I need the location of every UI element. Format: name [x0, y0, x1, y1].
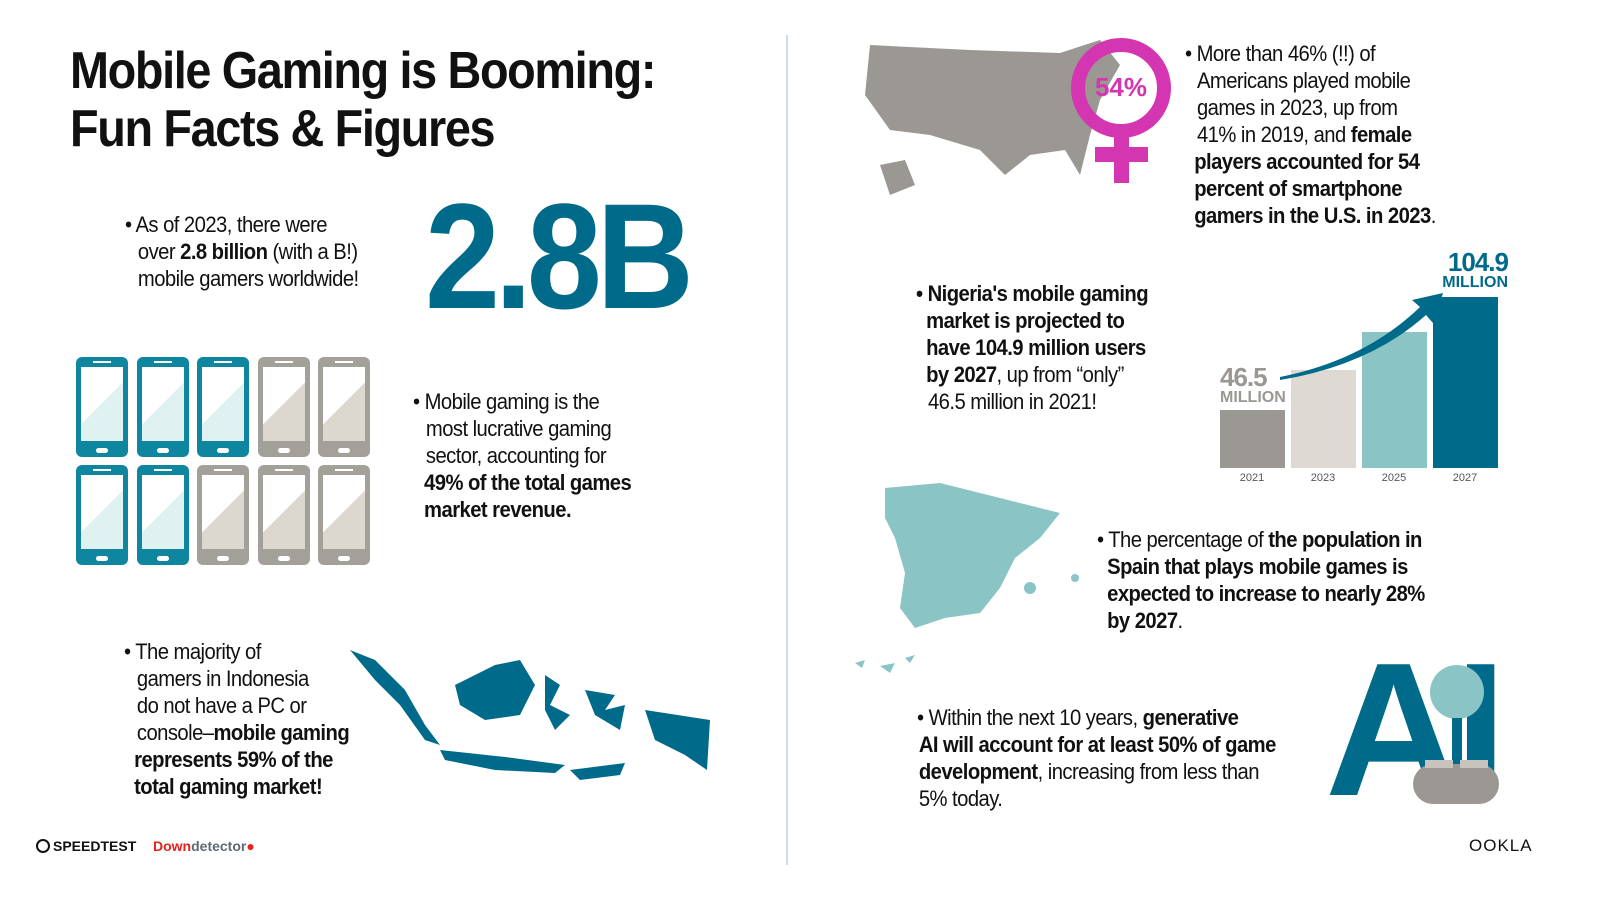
- text: Spain that plays mobile games is: [1107, 554, 1408, 579]
- phone-icon: [197, 465, 249, 565]
- ookla-logo: OOKLA: [1469, 836, 1533, 855]
- usa-fact: • More than 46% (!!) of Americans played…: [1185, 40, 1436, 229]
- x-tick-label: 2023: [1310, 472, 1336, 484]
- bar-2021: [1220, 410, 1285, 468]
- text: Americans played mobile: [1196, 68, 1411, 93]
- phone-icon: [76, 465, 128, 565]
- phone-icon: [197, 357, 249, 457]
- data-label-unit: MILLION: [1220, 389, 1286, 406]
- text: mobile gaming: [213, 720, 350, 745]
- text: .: [1430, 203, 1437, 228]
- female-percent: 54%: [1094, 72, 1148, 102]
- text: total gaming market!: [134, 774, 323, 799]
- text: over: [137, 239, 181, 264]
- nigeria-bar-chart: 2021 46.5 MILLION 2023 2025 2027 104.9 MILLION: [1215, 240, 1509, 490]
- phone-icon: [257, 357, 310, 457]
- column-divider: [786, 35, 788, 865]
- text: • As of 2023, there were: [125, 212, 328, 237]
- phone-icon: [76, 357, 128, 457]
- data-label: 104.9 MILLION: [1423, 246, 1509, 291]
- gamers-fact: • As of 2023, there were over 2.8 billio…: [125, 211, 359, 292]
- text: female: [1350, 122, 1412, 147]
- text: mobile gamers worldwide!: [137, 266, 359, 291]
- text: detector: [191, 838, 247, 854]
- text: percent of smartphone: [1194, 176, 1402, 201]
- text: the population in: [1268, 527, 1422, 552]
- text: have 104.9 million users: [926, 335, 1146, 360]
- text: represents 59% of the: [134, 747, 333, 772]
- text: 41% in 2019, and: [1196, 122, 1351, 147]
- joystick-icon: [1413, 665, 1499, 804]
- text: by 2027: [926, 362, 997, 387]
- text: development: [918, 759, 1038, 784]
- text: most lucrative gaming: [425, 416, 612, 441]
- bar-2025: [1362, 331, 1427, 468]
- speedtest-logo: SPEEDTEST: [36, 838, 136, 854]
- text: (with a B!): [267, 239, 358, 264]
- data-label-value: 46.5: [1220, 362, 1268, 392]
- indonesia-map-icon: [350, 650, 710, 780]
- phone-icon: [318, 357, 370, 457]
- text: Down: [153, 838, 192, 854]
- text: by 2027: [1107, 608, 1178, 633]
- data-label: 46.5 MILLION: [1220, 364, 1300, 406]
- text: • Nigeria's mobile gaming: [916, 281, 1149, 306]
- x-tick-label: 2025: [1381, 472, 1407, 484]
- text: gamers in the U.S. in 2023: [1194, 203, 1431, 228]
- spain-map-icon: [855, 483, 1079, 673]
- female-symbol-icon: [1071, 38, 1171, 183]
- text: players accounted for 54: [1194, 149, 1420, 174]
- ai-fact: • Within the next 10 years, generative A…: [917, 704, 1276, 812]
- text: sector, accounting for: [425, 443, 607, 468]
- data-label-value: 104.9: [1447, 246, 1509, 277]
- text: • More than 46% (!!) of: [1185, 41, 1376, 66]
- growth-arrow-icon: [1280, 293, 1443, 380]
- title-line-1: Mobile Gaming is Booming:: [70, 42, 656, 100]
- usa-map-icon: [865, 40, 1120, 195]
- phone-icon: [136, 465, 189, 565]
- x-tick-label: 2027: [1452, 472, 1478, 484]
- phone-icon: [318, 465, 370, 565]
- text: , increasing from less than: [1037, 759, 1260, 784]
- spain-fact: • The percentage of the population in Sp…: [1097, 526, 1425, 634]
- text: 46.5 million in 2021!: [927, 389, 1097, 414]
- indonesia-fact: • The majority of gamers in Indonesia do…: [124, 638, 350, 800]
- text: expected to increase to nearly 28%: [1107, 581, 1425, 606]
- downdetector-logo: Downdetector●: [153, 838, 255, 854]
- phone-icon: [257, 465, 310, 565]
- phone-icon: [136, 357, 189, 457]
- text: games in 2023, up from: [1196, 95, 1398, 120]
- text: 5% today.: [918, 786, 1003, 811]
- text: • Within the next 10 years,: [917, 705, 1143, 730]
- text: console–: [136, 720, 214, 745]
- text: gamers in Indonesia: [136, 666, 309, 691]
- big-stat: 2.8B: [425, 172, 694, 340]
- text: • The percentage of: [1097, 527, 1269, 552]
- page-title: Mobile Gaming is Booming: Fun Facts & Fig…: [70, 42, 656, 158]
- text: SPEEDTEST: [53, 838, 137, 854]
- text: • The majority of: [124, 639, 261, 664]
- data-label-unit: MILLION: [1442, 273, 1508, 291]
- bar-2023: [1291, 370, 1356, 468]
- nigeria-fact: • Nigeria's mobile gaming market is proj…: [916, 280, 1149, 415]
- x-tick-label: 2021: [1239, 472, 1265, 484]
- text: 2.8 billion: [180, 239, 268, 264]
- revenue-fact: • Mobile gaming is the most lucrative ga…: [413, 388, 632, 523]
- text: , up from “only”: [996, 362, 1125, 387]
- text: .: [1177, 608, 1184, 633]
- text: market revenue.: [424, 497, 572, 522]
- bar-2027: [1433, 297, 1498, 468]
- title-line-2: Fun Facts & Figures: [70, 100, 496, 158]
- text: market is projected to: [926, 308, 1125, 333]
- speedometer-icon: [36, 839, 50, 853]
- text: AI will account for at least 50% of game: [918, 732, 1277, 757]
- text: do not have a PC or: [136, 693, 307, 718]
- text: 49% of the total games: [424, 470, 632, 495]
- text: • Mobile gaming is the: [413, 389, 600, 414]
- alert-icon: ●: [246, 838, 255, 854]
- text: generative: [1142, 705, 1239, 730]
